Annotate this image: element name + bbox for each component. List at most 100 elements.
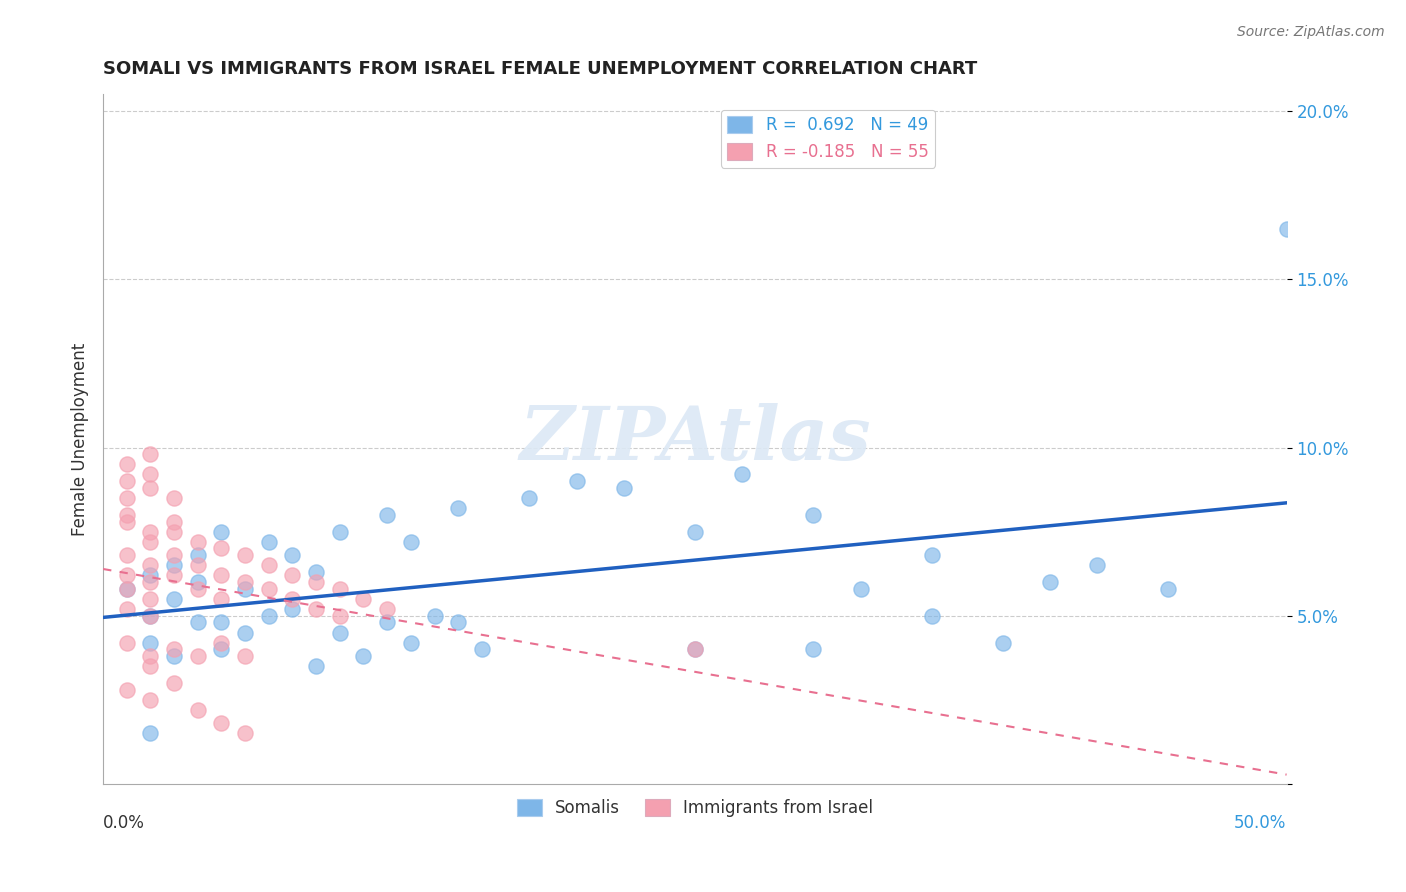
Point xyxy=(139,534,162,549)
Point xyxy=(353,591,375,606)
Point xyxy=(471,642,494,657)
Point xyxy=(233,582,256,596)
Point xyxy=(163,524,186,539)
Point xyxy=(211,716,233,731)
Point xyxy=(115,515,138,529)
Point xyxy=(187,648,209,663)
Text: SOMALI VS IMMIGRANTS FROM ISRAEL FEMALE UNEMPLOYMENT CORRELATION CHART: SOMALI VS IMMIGRANTS FROM ISRAEL FEMALE … xyxy=(103,60,977,78)
Point xyxy=(1085,558,1108,573)
Point xyxy=(991,635,1014,649)
Point xyxy=(163,676,186,690)
Point xyxy=(187,582,209,596)
Text: ZIPAtlas: ZIPAtlas xyxy=(519,403,870,475)
Point xyxy=(257,534,280,549)
Point xyxy=(211,591,233,606)
Point xyxy=(233,726,256,740)
Point xyxy=(211,642,233,657)
Point xyxy=(329,524,352,539)
Point xyxy=(115,508,138,522)
Point xyxy=(801,642,824,657)
Point xyxy=(1157,582,1180,596)
Point xyxy=(233,575,256,590)
Point xyxy=(399,635,422,649)
Point xyxy=(281,548,304,562)
Point xyxy=(801,508,824,522)
Point xyxy=(163,515,186,529)
Point xyxy=(187,615,209,630)
Point xyxy=(115,602,138,616)
Point xyxy=(163,642,186,657)
Point xyxy=(139,467,162,482)
Point xyxy=(115,682,138,697)
Point xyxy=(163,591,186,606)
Point xyxy=(233,625,256,640)
Point xyxy=(281,602,304,616)
Point xyxy=(257,608,280,623)
Point xyxy=(305,565,328,579)
Point xyxy=(849,582,872,596)
Legend: Somalis, Immigrants from Israel: Somalis, Immigrants from Israel xyxy=(510,792,880,824)
Point xyxy=(211,615,233,630)
Point xyxy=(163,491,186,505)
Point xyxy=(281,591,304,606)
Point xyxy=(683,642,706,657)
Point xyxy=(921,548,943,562)
Text: Source: ZipAtlas.com: Source: ZipAtlas.com xyxy=(1237,25,1385,39)
Point xyxy=(139,648,162,663)
Point xyxy=(211,541,233,556)
Text: 0.0%: 0.0% xyxy=(103,814,145,832)
Point xyxy=(187,558,209,573)
Point xyxy=(163,558,186,573)
Point xyxy=(115,568,138,582)
Point xyxy=(115,635,138,649)
Point xyxy=(139,608,162,623)
Point xyxy=(305,659,328,673)
Point xyxy=(139,481,162,495)
Point xyxy=(187,575,209,590)
Point xyxy=(211,635,233,649)
Point xyxy=(139,558,162,573)
Point xyxy=(163,648,186,663)
Point xyxy=(139,524,162,539)
Point xyxy=(139,591,162,606)
Point xyxy=(329,625,352,640)
Point xyxy=(187,548,209,562)
Point xyxy=(115,582,138,596)
Point xyxy=(139,568,162,582)
Point xyxy=(163,568,186,582)
Point xyxy=(139,635,162,649)
Point xyxy=(211,568,233,582)
Point xyxy=(565,474,588,488)
Point xyxy=(281,568,304,582)
Point xyxy=(375,602,398,616)
Text: 50.0%: 50.0% xyxy=(1234,814,1286,832)
Point xyxy=(139,447,162,461)
Point xyxy=(353,648,375,663)
Point xyxy=(187,534,209,549)
Point xyxy=(139,726,162,740)
Point xyxy=(211,524,233,539)
Point xyxy=(139,608,162,623)
Point xyxy=(1275,222,1298,236)
Point xyxy=(187,703,209,717)
Point xyxy=(683,642,706,657)
Point xyxy=(139,692,162,706)
Point xyxy=(257,582,280,596)
Point xyxy=(683,524,706,539)
Point xyxy=(447,615,470,630)
Point xyxy=(921,608,943,623)
Point xyxy=(163,548,186,562)
Point xyxy=(731,467,754,482)
Point xyxy=(423,608,446,623)
Point xyxy=(139,659,162,673)
Point xyxy=(399,534,422,549)
Point xyxy=(375,615,398,630)
Point xyxy=(233,648,256,663)
Point xyxy=(139,575,162,590)
Y-axis label: Female Unemployment: Female Unemployment xyxy=(72,343,89,536)
Point xyxy=(1039,575,1062,590)
Point xyxy=(613,481,636,495)
Point xyxy=(305,602,328,616)
Point xyxy=(115,548,138,562)
Point xyxy=(305,575,328,590)
